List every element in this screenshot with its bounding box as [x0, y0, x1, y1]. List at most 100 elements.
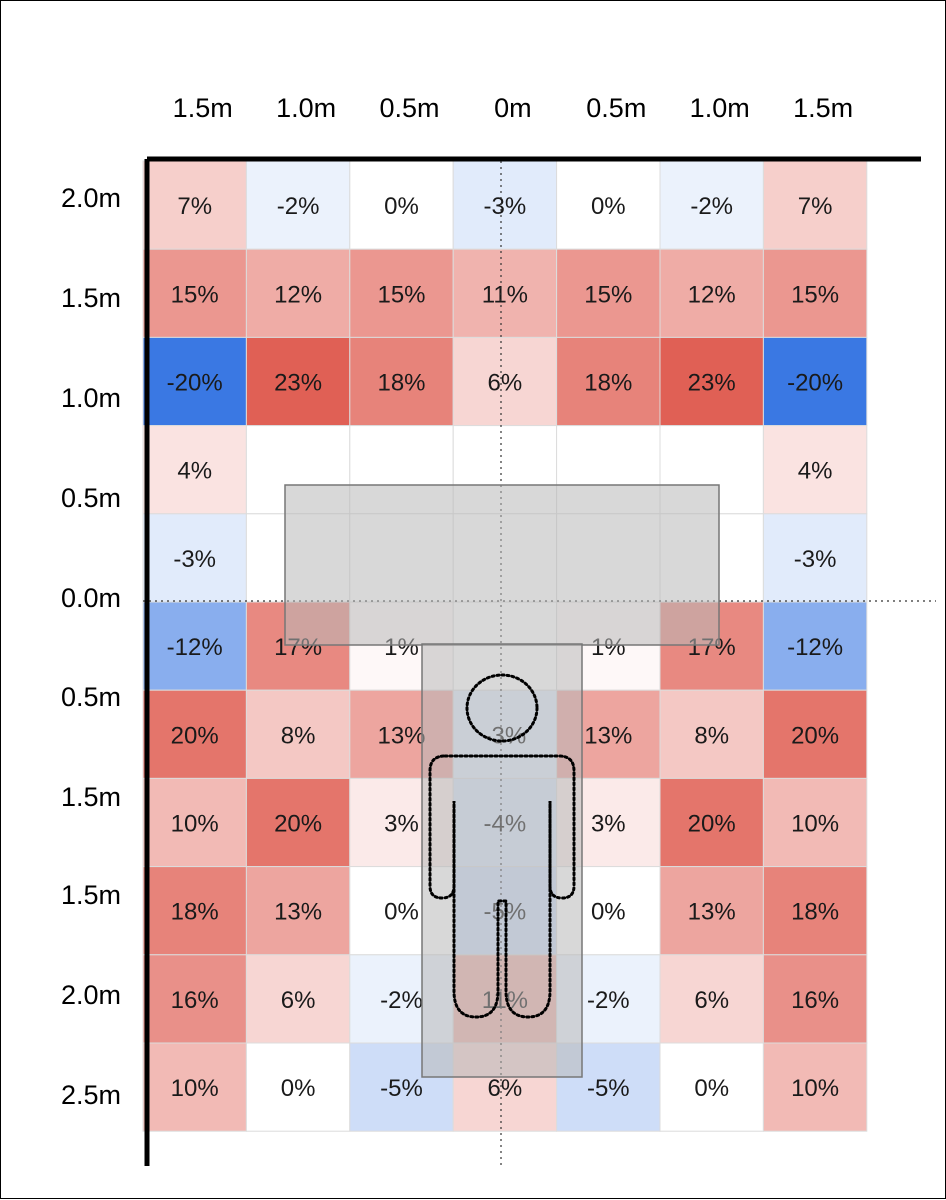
heatmap-cell — [142, 777, 247, 868]
cell-value-label: 16% — [791, 987, 839, 1014]
cell-value-label: 20% — [274, 811, 322, 838]
person-body — [428, 754, 576, 1019]
y-tick-label: 2.5m — [61, 1080, 121, 1110]
y-tick-label: 0.5m — [61, 483, 121, 513]
cell-value-label: 20% — [171, 722, 219, 749]
heatmap-cell — [556, 248, 661, 338]
heatmap-cell — [762, 1042, 868, 1132]
y-tick-label: 2.0m — [61, 980, 121, 1010]
cell-value-label: 6% — [488, 370, 523, 397]
heatmap-cell — [659, 954, 764, 1044]
cell-value-label: 3% — [384, 811, 419, 838]
cell-value-label: 15% — [791, 281, 839, 308]
bed-overlay — [421, 643, 583, 1078]
cell-value-label: 13% — [688, 899, 736, 926]
y-tick-label: 1.5m — [61, 283, 121, 313]
cell-value-label: -20% — [787, 370, 843, 397]
cell-value-label: -2% — [587, 987, 630, 1014]
cell-value-label: 18% — [584, 370, 632, 397]
cell-value-label: 10% — [791, 1075, 839, 1102]
heatmap-cell — [659, 777, 764, 868]
cell-value-label: -2% — [277, 193, 320, 220]
x-tick-label: 0.5m — [379, 93, 439, 123]
cell-value-label: 12% — [274, 281, 322, 308]
cell-value-label: -12% — [167, 634, 223, 661]
heatmap-cell — [762, 777, 868, 868]
cell-value-label: 23% — [688, 370, 736, 397]
cell-value-label: 6% — [281, 987, 316, 1014]
cell-value-label: 6% — [694, 987, 729, 1014]
heatmap-cell — [142, 336, 247, 427]
heatmap-cell — [659, 336, 764, 427]
cell-value-label: -5% — [587, 1075, 630, 1102]
cell-value-label: 20% — [688, 811, 736, 838]
x-tick-label: 0.5m — [586, 93, 646, 123]
cell-value-label: 10% — [171, 1075, 219, 1102]
heatmap-cell — [245, 1042, 351, 1132]
cell-value-label: 0% — [384, 193, 419, 220]
cell-value-label: 0% — [591, 899, 626, 926]
cell-value-label: 15% — [377, 281, 425, 308]
heatmap-cell — [142, 513, 247, 603]
cell-value-label: 0% — [281, 1075, 316, 1102]
object-overlays — [284, 484, 720, 1078]
cell-value-label: -2% — [380, 987, 423, 1014]
cell-value-label: 18% — [171, 899, 219, 926]
y-tick-label: 0.0m — [61, 583, 121, 613]
y-tick-label: 1.5m — [61, 880, 121, 910]
cell-value-label: -2% — [690, 193, 733, 220]
cell-value-label: 18% — [377, 370, 425, 397]
cell-value-label: 16% — [171, 987, 219, 1014]
cell-value-label: 0% — [591, 193, 626, 220]
person-head — [465, 673, 539, 743]
cell-value-label: 12% — [688, 281, 736, 308]
y-tick-label: 2.0m — [61, 183, 121, 213]
cell-value-label: 10% — [171, 811, 219, 838]
cell-value-label: 8% — [281, 722, 316, 749]
table-overlay — [284, 484, 720, 646]
x-tick-label: 1.0m — [276, 93, 336, 123]
heatmap-cell — [762, 425, 868, 515]
cell-value-label: 6% — [488, 1075, 523, 1102]
cell-value-label: 4% — [177, 458, 212, 485]
x-axis-labels: 1.5m 1.0m 0.5m 0m 0.5m 1.0m 1.5m — [173, 93, 853, 123]
cell-value-label: 18% — [791, 899, 839, 926]
heatmap-cell — [349, 248, 454, 338]
cell-value-label: -12% — [787, 634, 843, 661]
x-tick-label: 0m — [494, 93, 532, 123]
y-tick-label: 1.0m — [61, 383, 121, 413]
cell-value-label: -3% — [173, 546, 216, 573]
heatmap-cell — [142, 425, 247, 515]
heatmap-cell — [142, 160, 247, 250]
cell-value-label: 8% — [694, 722, 729, 749]
cell-value-label: 13% — [274, 899, 322, 926]
heatmap-cell — [245, 777, 351, 868]
heatmap-cell — [142, 601, 247, 691]
heatmap-cell — [659, 160, 764, 250]
heatmap-cell — [349, 336, 454, 427]
heatmap-cell — [142, 866, 247, 956]
cell-value-label: 11% — [482, 281, 528, 308]
y-tick-label: 0.5m — [61, 682, 121, 712]
cell-value-label: -3% — [484, 193, 527, 220]
heatmap-cell — [245, 336, 351, 427]
cell-value-label: 23% — [274, 370, 322, 397]
heatmap-cell — [142, 248, 247, 338]
axes — [144, 156, 921, 1166]
cell-value-label: -5% — [380, 1075, 423, 1102]
heatmap-cell — [452, 160, 558, 250]
cell-value-label: -20% — [167, 370, 223, 397]
heatmap-cell — [762, 601, 868, 691]
x-tick-label: 1.5m — [173, 93, 233, 123]
cell-value-label: 15% — [584, 281, 632, 308]
heatmap-cell — [659, 1042, 764, 1132]
cell-value-label: 13% — [584, 722, 632, 749]
heatmap-cell — [142, 689, 247, 779]
cell-value-label: 13% — [377, 722, 425, 749]
cell-value-label: 0% — [694, 1075, 729, 1102]
heatmap-cell — [142, 954, 247, 1044]
person-icon — [428, 673, 576, 1019]
cell-value-label: 7% — [177, 193, 212, 220]
